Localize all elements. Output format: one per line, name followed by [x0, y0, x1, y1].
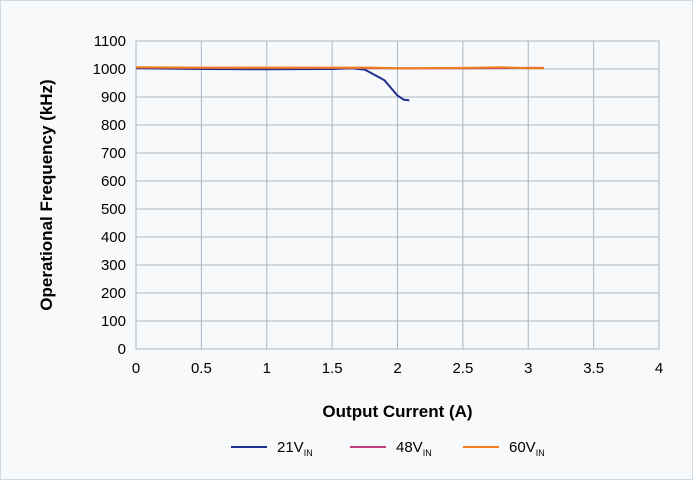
plot-area-border [135, 40, 660, 350]
x-axis-title: Output Current (A) [322, 402, 472, 421]
y-tick-label: 600 [101, 173, 126, 190]
legend-label: 60VIN [509, 439, 545, 458]
gridlines [135, 40, 660, 350]
y-tick-label: 1100 [94, 33, 126, 50]
y-tick-label: 0 [118, 341, 126, 358]
y-tick-label: 500 [101, 201, 126, 218]
x-tick-label: 0.5 [191, 360, 212, 377]
y-tick-label: 900 [101, 89, 126, 106]
x-tick-label: 3.5 [583, 360, 604, 377]
x-tick-label: 1 [263, 360, 271, 377]
y-tick-label: 800 [101, 117, 126, 134]
legend-item-48v: 48VIN [350, 439, 432, 458]
legend: 21VIN 48VIN 60VIN [231, 439, 545, 458]
y-tick-label: 100 [101, 313, 126, 330]
x-tick-labels: 0 0.5 1 1.5 2 2.5 3 3.5 4 [132, 360, 663, 377]
series-line-60v [135, 66, 544, 70]
x-tick-label: 2 [393, 360, 401, 377]
y-tick-label: 1000 [93, 61, 126, 78]
y-tick-label: 400 [101, 229, 126, 246]
series-line-21v [135, 67, 410, 102]
legend-item-21v: 21VIN [231, 439, 313, 458]
x-tick-label: 3 [524, 360, 532, 377]
legend-item-60v: 60VIN [463, 439, 545, 458]
x-tick-label: 1.5 [322, 360, 343, 377]
y-axis-title: Operational Frequency (kHz) [37, 79, 56, 310]
x-tick-label: 2.5 [452, 360, 473, 377]
legend-label: 21VIN [277, 439, 313, 458]
x-tick-label: 0 [132, 360, 140, 377]
y-tick-label: 300 [101, 257, 126, 274]
legend-label: 48VIN [396, 439, 432, 458]
series-lines [135, 66, 544, 102]
y-tick-labels: 0 100 200 300 400 500 600 700 800 900 1000 1100 [93, 33, 126, 358]
y-tick-label: 200 [101, 285, 126, 302]
y-tick-label: 700 [101, 145, 126, 162]
x-tick-label: 4 [655, 360, 663, 377]
